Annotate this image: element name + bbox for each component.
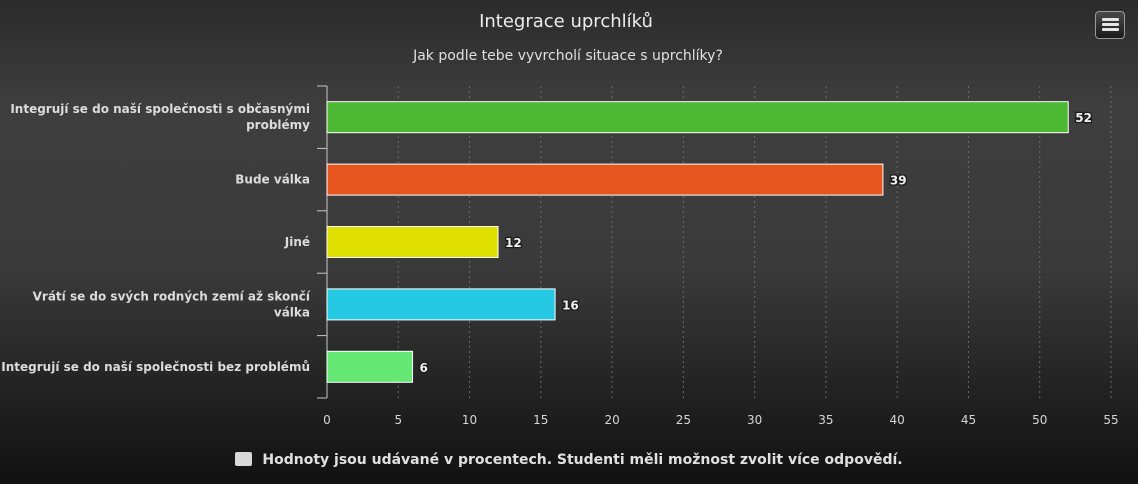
x-tick-label: 30 <box>747 413 762 427</box>
x-tick-label: 10 <box>462 413 477 427</box>
menu-icon <box>1102 18 1119 32</box>
category-label: Integrují se do naší společnosti s občas… <box>10 102 310 132</box>
bar[interactable] <box>326 101 1069 134</box>
category-label: Integrují se do naší společnosti bez pro… <box>1 360 310 374</box>
bar[interactable] <box>326 288 556 321</box>
x-tick-labels: 0 5 10 15 20 25 30 35 40 45 50 55 <box>323 413 1118 427</box>
bar[interactable] <box>326 163 884 196</box>
x-tick-label: 45 <box>961 413 976 427</box>
category-label: Jiné <box>284 235 310 249</box>
x-tick-label: 5 <box>394 413 402 427</box>
x-tick-label: 0 <box>323 413 331 427</box>
bar[interactable] <box>326 350 414 383</box>
data-label: 12 <box>505 236 522 250</box>
legend-item[interactable]: Hodnoty jsou udávané v procentech. Stude… <box>0 452 1138 468</box>
data-label: 6 <box>420 361 428 375</box>
x-tick-label: 15 <box>533 413 548 427</box>
context-menu-button[interactable] <box>1095 11 1125 39</box>
data-label: 39 <box>890 174 907 188</box>
data-label: 16 <box>562 298 579 312</box>
x-tick-label: 50 <box>1032 413 1047 427</box>
category-label: Vrátí se do svých rodných zemí až skončí… <box>33 289 311 319</box>
category-label: Bude válka <box>235 173 310 187</box>
x-tick-label: 35 <box>818 413 833 427</box>
axes <box>317 85 328 399</box>
chart-title: Integrace uprchlíků <box>479 11 653 32</box>
category-labels: Integrují se do naší společnosti s občas… <box>1 102 311 374</box>
data-labels: 52 39 12 16 6 <box>418 110 1093 376</box>
bar[interactable] <box>326 226 499 258</box>
bars <box>326 101 1069 383</box>
x-tick-label: 25 <box>676 413 691 427</box>
chart-subtitle: Jak podle tebe vyvrcholí situace s uprch… <box>412 48 723 64</box>
legend-swatch <box>235 452 253 466</box>
x-tick-label: 40 <box>890 413 905 427</box>
x-tick-label: 20 <box>604 413 619 427</box>
bar-chart: Integrace uprchlíků Jak podle tebe vyvrc… <box>1 11 1118 427</box>
legend-label: Hodnoty jsou udávané v procentech. Stude… <box>262 452 903 468</box>
x-tick-label: 55 <box>1103 413 1118 427</box>
grid-lines <box>397 86 1112 398</box>
data-label: 52 <box>1075 111 1092 125</box>
